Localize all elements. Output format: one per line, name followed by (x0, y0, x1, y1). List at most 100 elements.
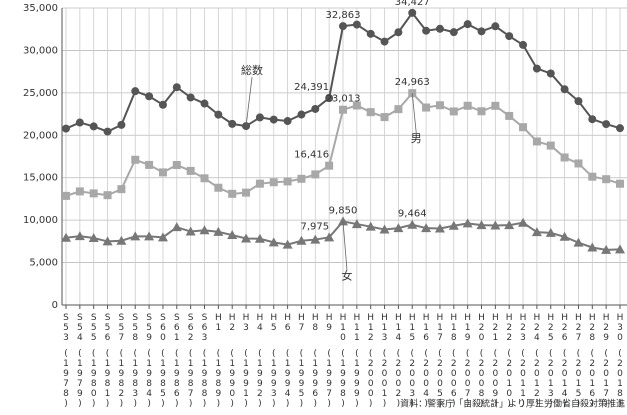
x-tick-label: S57 (116, 313, 126, 343)
point (407, 219, 418, 229)
y-tick-label: 30,000 (23, 45, 58, 56)
value-label: 9,464 (398, 209, 427, 220)
point (531, 227, 542, 237)
point (324, 232, 335, 242)
point (352, 101, 361, 110)
x-tick-sublabel: (2007) (463, 349, 473, 409)
x-tick-label: S61 (172, 313, 182, 343)
point (75, 187, 84, 196)
point (103, 127, 112, 136)
point (408, 8, 417, 17)
x-tick-label: H30 (615, 313, 625, 343)
x-tick-sublabel: (1998) (338, 349, 348, 409)
series-name: 男 (411, 132, 422, 145)
x-tick-sublabel: (2002) (393, 349, 403, 409)
y-tick-label: 20,000 (23, 130, 58, 141)
y-tick-label: 15,000 (23, 173, 58, 184)
point (172, 161, 181, 170)
point (254, 233, 265, 243)
y-tick-label: 5,000 (29, 258, 58, 269)
x-tick-sublabel: (1988) (200, 349, 210, 409)
point (172, 83, 181, 92)
point (505, 111, 514, 120)
point (339, 22, 347, 31)
x-tick-label: S53 (61, 313, 71, 343)
point (213, 226, 224, 236)
point (214, 110, 223, 119)
x-tick-label: H15 (407, 313, 417, 343)
point (62, 191, 70, 200)
point (477, 27, 486, 36)
x-tick-sublabel: (1986) (172, 349, 182, 409)
point (186, 166, 195, 175)
point (601, 244, 612, 254)
x-tick-label: H18 (449, 313, 459, 343)
point (519, 40, 528, 49)
x-tick-label: H27 (573, 313, 583, 343)
point (214, 183, 223, 192)
x-tick-sublabel: (1978) (61, 349, 71, 409)
point (379, 224, 390, 234)
x-tick-sublabel: (1997) (324, 349, 334, 409)
point (448, 220, 459, 230)
point (394, 28, 403, 37)
x-tick-sublabel: (1993) (269, 349, 279, 409)
x-tick-label: H4 (255, 313, 265, 333)
point (282, 239, 293, 249)
point (255, 113, 264, 122)
x-tick-label: H16 (421, 313, 431, 343)
point (296, 235, 307, 245)
x-tick-sublabel: (1999) (352, 349, 362, 409)
x-tick-label: H12 (366, 313, 376, 343)
point (200, 174, 209, 183)
x-tick-label: H24 (532, 313, 542, 343)
value-label: 34,427 (395, 0, 430, 8)
x-tick-label: S54 (75, 313, 85, 343)
value-label: 7,975 (301, 221, 330, 232)
x-tick-label: H13 (380, 313, 390, 343)
x-tick-label: H19 (463, 313, 473, 343)
point (157, 232, 168, 242)
point (228, 189, 237, 198)
point (588, 172, 597, 181)
x-tick-sublabel: (2001) (380, 349, 390, 409)
point (200, 99, 209, 108)
point (131, 155, 140, 164)
point (616, 124, 624, 133)
point (366, 29, 375, 38)
point (560, 85, 569, 94)
x-tick-label: S56 (103, 313, 113, 343)
value-label: 9,850 (329, 205, 358, 216)
series-name: 女 (342, 268, 353, 282)
point (587, 242, 598, 252)
point (504, 220, 515, 230)
point (393, 223, 404, 233)
point (560, 153, 569, 162)
value-label: 23,013 (326, 94, 361, 105)
leader-line (411, 93, 417, 134)
x-tick-label: H22 (504, 313, 514, 343)
point (88, 233, 99, 243)
point (476, 220, 487, 230)
x-tick-sublabel: (1989) (213, 349, 223, 409)
point (144, 231, 155, 241)
point (532, 137, 541, 146)
x-tick-sublabel: (2018) (615, 349, 625, 409)
x-tick-label: S58 (130, 313, 140, 343)
point (75, 118, 84, 127)
x-tick-label: S59 (144, 313, 154, 343)
x-tick-sublabel: (2009) (490, 349, 500, 409)
point (463, 20, 472, 29)
value-label: 16,416 (294, 150, 329, 161)
point (117, 185, 126, 194)
point (477, 107, 486, 116)
point (339, 105, 347, 114)
point (269, 115, 278, 124)
point (145, 160, 154, 169)
point (519, 123, 528, 132)
x-tick-sublabel: (2011) (518, 349, 528, 409)
point (351, 219, 362, 229)
point (422, 103, 431, 112)
point (102, 236, 113, 246)
